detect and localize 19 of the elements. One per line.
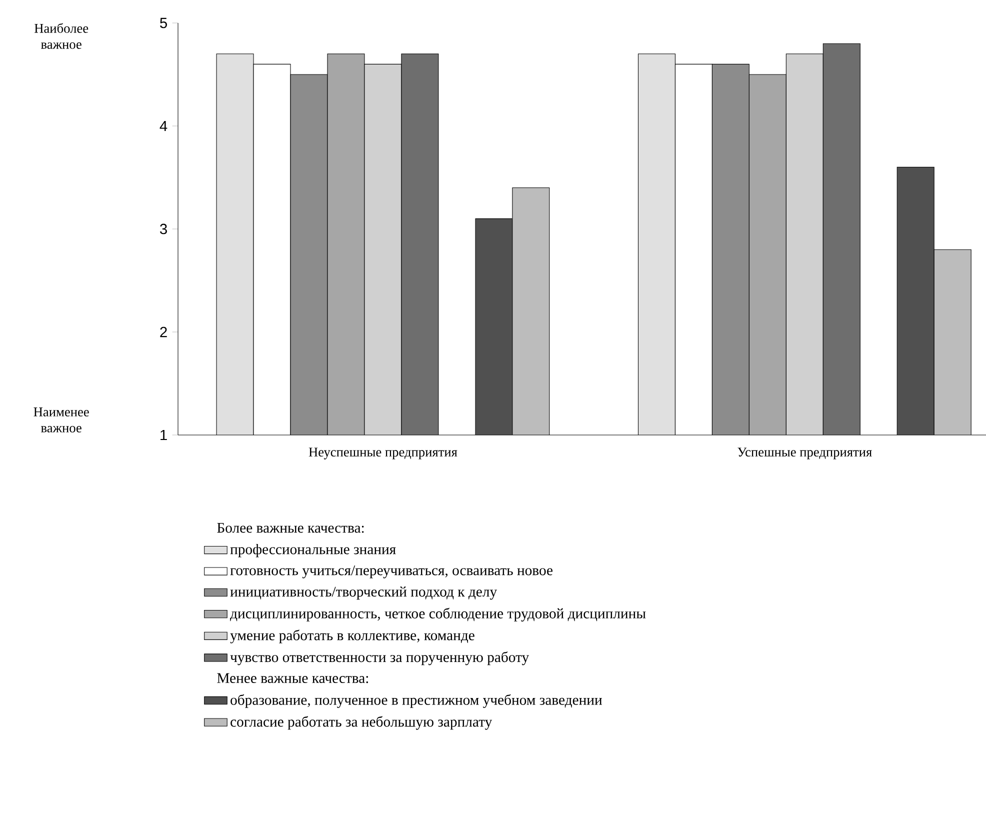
text: Наиболее важное xyxy=(34,23,88,49)
text: Наименее важное xyxy=(34,408,89,432)
legend-label: инициативность/творческий подход к делу xyxy=(230,586,498,600)
legend-label: готовность учиться/переучиваться, осваивать новое xyxy=(230,565,552,578)
legend-label: профессиональные знания xyxy=(230,544,396,558)
y-tick-label: 4 xyxy=(160,120,168,132)
legend-label: образование, полученное в престижном учебном заведении xyxy=(230,694,602,708)
y-tick-label: 2 xyxy=(160,326,167,338)
text: Более важные качества: xyxy=(217,522,364,533)
x-tick-label: Успешные предприятия xyxy=(738,448,872,460)
legend-label: дисциплинированность, четкое соблюдение трудовой дисциплины xyxy=(230,608,646,622)
legend-label: согласие работать за небольшую зарплату xyxy=(230,716,492,730)
text: Менее важные качества: xyxy=(217,673,368,684)
y-tick-label: 5 xyxy=(160,18,167,28)
y-tick-label: 3 xyxy=(160,224,167,234)
legend-label: умение работать в коллективе, команде xyxy=(230,630,474,644)
legend-label: чувство ответственности за порученную работу xyxy=(230,651,530,666)
x-tick-label: Неуспешные предприятия xyxy=(308,448,458,460)
y-tick-label: 1 xyxy=(160,430,167,440)
